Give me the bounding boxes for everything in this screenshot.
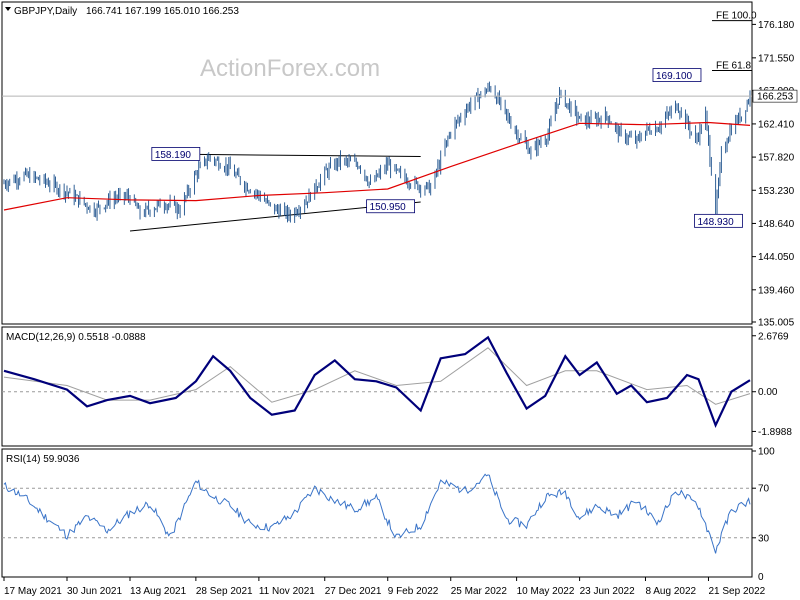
rsi-panel-frame bbox=[1, 448, 753, 578]
watermark-text: ActionForex.com bbox=[200, 55, 380, 82]
fib-level-label: FE 61.8 bbox=[716, 60, 751, 71]
price-annotation: 148.930 bbox=[694, 213, 743, 228]
trendline bbox=[195, 153, 421, 158]
price-tick-label: 162.410 bbox=[758, 119, 795, 130]
price-tick-label: 157.820 bbox=[758, 153, 795, 164]
price-annotation: 169.100 bbox=[652, 68, 702, 82]
date-tick-label: 17 May 2021 bbox=[4, 586, 62, 597]
date-tick-label: 11 Nov 2021 bbox=[259, 586, 315, 597]
annotation-box bbox=[652, 68, 702, 82]
symbol-header: GBPJPY,Daily bbox=[14, 6, 77, 17]
macd-tick-label: -1.8988 bbox=[758, 427, 792, 438]
fib-levels: FE 100.0 FE 61.8 bbox=[712, 11, 757, 71]
macd-signal-line bbox=[3, 347, 751, 405]
chart-header: GBPJPY,Daily 166.741 167.199 165.010 166… bbox=[5, 6, 239, 17]
price-candles bbox=[3, 81, 751, 223]
date-tick-label: 27 Dec 2021 bbox=[325, 586, 382, 597]
rsi-axis: 100 70 30 0 bbox=[752, 447, 775, 583]
annotation-label: 158.190 bbox=[155, 150, 192, 161]
rsi-line bbox=[3, 473, 751, 554]
rsi-tick-label: 0 bbox=[758, 572, 764, 583]
macd-line bbox=[3, 335, 751, 429]
last-price-box bbox=[752, 89, 798, 103]
price-tick-label: 148.640 bbox=[758, 219, 795, 230]
date-tick-label: 25 Mar 2022 bbox=[451, 586, 508, 597]
price-annotation: 158.190 bbox=[151, 147, 201, 161]
annotation-label: 150.950 bbox=[370, 202, 407, 213]
annotation-box bbox=[694, 213, 743, 228]
price-tick-label: 135.005 bbox=[758, 318, 795, 329]
date-tick-label: 13 Aug 2021 bbox=[130, 586, 187, 597]
price-annotations: 158.190 150.950 169.100 148.930 bbox=[151, 68, 743, 228]
date-tick-label: 21 Sep 2022 bbox=[708, 586, 765, 597]
date-tick-label: 10 May 2022 bbox=[517, 586, 575, 597]
price-panel-frame bbox=[1, 1, 753, 325]
price-tick-label: 139.460 bbox=[758, 285, 795, 296]
symbol-dropdown-icon[interactable] bbox=[5, 7, 11, 11]
fib-level-label: FE 100.0 bbox=[716, 11, 757, 22]
annotation-label: 169.100 bbox=[656, 71, 693, 82]
annotation-box bbox=[151, 147, 201, 161]
date-tick-label: 30 Jun 2021 bbox=[67, 586, 122, 597]
moving-average-line bbox=[3, 121, 751, 211]
price-tick-label: 144.050 bbox=[758, 252, 795, 263]
rsi-tick-label: 30 bbox=[758, 533, 770, 544]
rsi-tick-label: 100 bbox=[758, 447, 775, 458]
date-tick-label: 8 Aug 2022 bbox=[645, 586, 696, 597]
date-tick-label: 23 Jun 2022 bbox=[580, 586, 635, 597]
rsi-tick-label: 70 bbox=[758, 484, 770, 495]
last-price-marker: 166.253 bbox=[2, 89, 798, 103]
date-tick-label: 9 Feb 2022 bbox=[388, 586, 439, 597]
macd-axis: 2.6769 0.00 -1.8988 bbox=[752, 331, 792, 438]
date-tick-label: 28 Sep 2021 bbox=[196, 586, 253, 597]
price-annotation: 150.950 bbox=[366, 199, 416, 214]
macd-label: MACD(12,26,9) 0.5518 -0.0888 bbox=[6, 332, 146, 343]
macd-tick-label: 0.00 bbox=[758, 387, 778, 398]
rsi-grid bbox=[2, 487, 752, 539]
ohlc-header: 166.741 167.199 165.010 166.253 bbox=[86, 6, 239, 17]
rsi-label: RSI(14) 59.9036 bbox=[6, 454, 80, 465]
last-price-label: 166.253 bbox=[757, 92, 794, 103]
annotation-label: 148.930 bbox=[697, 217, 734, 228]
macd-panel-frame bbox=[1, 326, 753, 447]
price-tick-label: 153.230 bbox=[758, 186, 795, 197]
annotation-box bbox=[366, 199, 416, 214]
date-axis: 17 May 2021 30 Jun 2021 13 Aug 2021 28 Sep … bbox=[3, 577, 766, 597]
macd-tick-label: 2.6769 bbox=[758, 331, 789, 342]
price-tick-label: 171.550 bbox=[758, 53, 795, 64]
price-tick-label: 176.180 bbox=[758, 20, 795, 31]
